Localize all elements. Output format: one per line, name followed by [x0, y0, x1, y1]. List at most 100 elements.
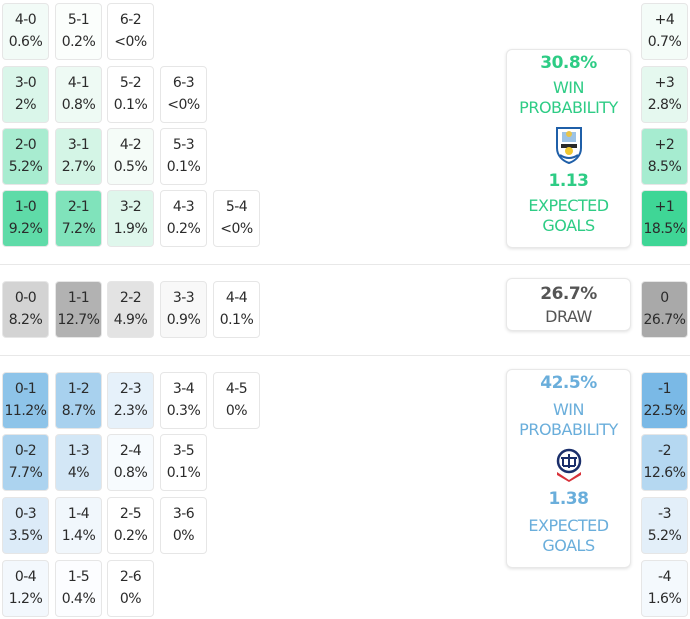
margin-cell: +3 2.8% — [641, 66, 688, 123]
score-cell: 1-5 0.4% — [55, 560, 102, 617]
score-cell: 4-3 0.2% — [160, 190, 207, 247]
score-probability: 2.7% — [61, 159, 96, 175]
score-label: 0-2 — [14, 443, 37, 459]
score-cell: 0-3 3.5% — [2, 497, 49, 554]
score-probability: 4.9% — [113, 312, 148, 328]
score-cell: 4-0 0.6% — [2, 3, 49, 60]
score-probability: 0.8% — [113, 465, 148, 481]
score-cell: 3-3 0.9% — [160, 281, 207, 338]
margin-probability: 12.6% — [643, 465, 686, 481]
margin-label: 0 — [660, 290, 669, 306]
margin-probability: 5.2% — [647, 528, 682, 544]
margin-cell: +4 0.7% — [641, 3, 688, 60]
score-label: 6-2 — [119, 12, 142, 28]
score-probability: <0% — [114, 34, 147, 50]
score-cell: 2-3 2.3% — [107, 372, 154, 429]
away-expected-goals: 1.38 — [548, 489, 589, 509]
divider — [0, 355, 690, 356]
margin-probability: 1.6% — [647, 591, 682, 607]
margin-label: -1 — [658, 381, 671, 397]
score-label: 4-5 — [225, 381, 248, 397]
score-label: 1-4 — [67, 506, 90, 522]
score-label: 2-5 — [119, 506, 142, 522]
score-cell: 3-5 0.1% — [160, 434, 207, 491]
score-cell: 3-0 2% — [2, 66, 49, 123]
score-label: 2-0 — [14, 137, 37, 153]
score-cell: 0-0 8.2% — [2, 281, 49, 338]
score-label: 3-4 — [172, 381, 195, 397]
away-xg-label-2: GOALS — [542, 536, 595, 555]
margin-probability: 22.5% — [643, 403, 686, 419]
score-cell: 3-6 0% — [160, 497, 207, 554]
score-probability: 8.2% — [8, 312, 43, 328]
score-cell: 2-6 0% — [107, 560, 154, 617]
margin-probability: 2.8% — [647, 97, 682, 113]
score-probability: 0.6% — [8, 34, 43, 50]
bolton-crest-icon — [556, 448, 581, 482]
away-xg-label: EXPECTED — [528, 516, 609, 535]
margin-probability: 18.5% — [643, 221, 686, 237]
score-label: 4-0 — [14, 12, 37, 28]
margin-probability: 26.7% — [643, 312, 686, 328]
draw-label: DRAW — [545, 307, 592, 326]
score-cell: 4-4 0.1% — [213, 281, 260, 338]
score-label: 0-1 — [14, 381, 37, 397]
margin-label: -3 — [658, 506, 671, 522]
away-win-label-2: PROBABILITY — [519, 420, 618, 439]
score-probability: 0% — [172, 528, 195, 544]
score-label: 3-6 — [172, 506, 195, 522]
score-probability: 5.2% — [8, 159, 43, 175]
score-cell: 0-4 1.2% — [2, 560, 49, 617]
score-cell: 2-5 0.2% — [107, 497, 154, 554]
score-probability: 11.2% — [4, 403, 47, 419]
home-team-card: 30.8% WIN PROBABILITY 1.13 EXPECTED GOAL… — [506, 49, 631, 248]
score-label: 2-4 — [119, 443, 142, 459]
score-probability: <0% — [167, 97, 200, 113]
away-win-label: WIN — [552, 400, 585, 419]
score-label: 3-1 — [67, 137, 90, 153]
score-label: 5-4 — [225, 199, 248, 215]
score-probability: 0.1% — [166, 159, 201, 175]
divider — [0, 264, 690, 265]
score-probability: 0.2% — [61, 34, 96, 50]
score-probability: 2% — [14, 97, 37, 113]
score-label: 0-4 — [14, 569, 37, 585]
score-probability: 0.9% — [166, 312, 201, 328]
score-label: 3-5 — [172, 443, 195, 459]
home-expected-goals: 1.13 — [548, 171, 589, 191]
score-probability: 7.2% — [61, 221, 96, 237]
score-label: 2-2 — [119, 290, 142, 306]
score-cell: 0-1 11.2% — [2, 372, 49, 429]
score-label: 1-1 — [67, 290, 90, 306]
score-label: 4-4 — [225, 290, 248, 306]
score-probability: 7.7% — [8, 465, 43, 481]
score-label: 1-0 — [14, 199, 37, 215]
score-label: 1-5 — [67, 569, 90, 585]
score-label: 2-1 — [67, 199, 90, 215]
score-cell: 2-0 5.2% — [2, 128, 49, 185]
score-cell: 6-2 <0% — [107, 3, 154, 60]
score-probability: 0.4% — [61, 591, 96, 607]
home-xg-label-2: GOALS — [542, 216, 595, 235]
margin-cell: +2 8.5% — [641, 128, 688, 185]
score-probability: 1.9% — [113, 221, 148, 237]
score-probability: 0.1% — [166, 465, 201, 481]
score-probability: 1.2% — [8, 591, 43, 607]
score-probability: 8.7% — [61, 403, 96, 419]
score-cell: 4-2 0.5% — [107, 128, 154, 185]
score-label: 4-1 — [67, 75, 90, 91]
score-cell: 2-4 0.8% — [107, 434, 154, 491]
margin-probability: 8.5% — [647, 159, 682, 175]
score-probability: 12.7% — [57, 312, 100, 328]
score-probability: 1.4% — [61, 528, 96, 544]
score-cell: 4-5 0% — [213, 372, 260, 429]
score-label: 2-3 — [119, 381, 142, 397]
score-label: 3-0 — [14, 75, 37, 91]
score-label: 0-3 — [14, 506, 37, 522]
score-cell: 5-2 0.1% — [107, 66, 154, 123]
score-label: 4-3 — [172, 199, 195, 215]
margin-label: +4 — [654, 12, 675, 28]
score-cell: 5-4 <0% — [213, 190, 260, 247]
score-probability: 3.5% — [8, 528, 43, 544]
score-label: 5-3 — [172, 137, 195, 153]
